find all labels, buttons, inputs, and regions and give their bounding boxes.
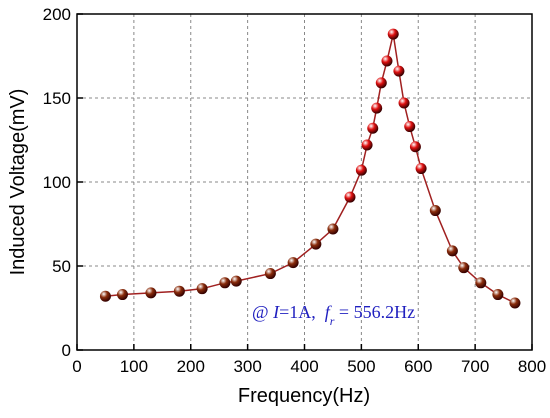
x-axis-label: Frequency(Hz) — [238, 385, 370, 407]
data-point — [196, 283, 208, 295]
y-tick-label: 150 — [43, 89, 71, 108]
data-point — [458, 262, 470, 274]
y-tick-label: 200 — [43, 5, 71, 24]
data-point — [117, 289, 128, 301]
data-point — [230, 275, 242, 287]
x-tick-label: 700 — [461, 357, 489, 376]
data-line — [105, 33, 516, 304]
x-tick-label: 0 — [72, 357, 81, 376]
y-tick-label: 100 — [43, 173, 71, 192]
annotation-part: = 556.2Hz — [334, 302, 415, 322]
data-point — [387, 28, 399, 40]
x-tick-label: 400 — [290, 357, 318, 376]
x-tick-label: 500 — [347, 357, 375, 376]
data-point — [355, 164, 367, 176]
data-point — [367, 122, 379, 134]
x-tick-label: 200 — [177, 357, 205, 376]
x-tick-label: 600 — [404, 357, 432, 376]
x-tick-label: 800 — [518, 357, 546, 376]
annotation: @ I=1A, fr = 556.2Hz — [252, 302, 415, 328]
data-point — [375, 77, 387, 89]
data-point — [99, 290, 111, 302]
data-point — [173, 285, 185, 297]
annotation-part: f — [325, 302, 333, 322]
y-tick-label: 50 — [52, 257, 71, 276]
data-point — [415, 163, 427, 175]
data-point — [446, 245, 458, 257]
data-point — [145, 287, 157, 299]
data-point — [404, 121, 416, 133]
y-axis-label: Induced Voltage(mV) — [7, 89, 29, 276]
annotation-part: I — [272, 302, 280, 322]
data-point — [492, 289, 504, 301]
data-point — [219, 277, 231, 289]
data-point — [475, 277, 487, 289]
data-point — [429, 205, 441, 217]
data-point — [509, 297, 521, 309]
data-point — [327, 223, 339, 235]
data-point — [398, 97, 410, 109]
y-tick-label: 0 — [62, 341, 71, 360]
annotation-part: =1A, — [279, 302, 325, 322]
data-point — [381, 55, 393, 67]
x-tick-label: 300 — [233, 357, 261, 376]
x-tick-label: 100 — [120, 357, 148, 376]
data-point — [361, 139, 373, 151]
data-point — [310, 238, 322, 250]
data-point — [287, 257, 299, 269]
data-point — [393, 65, 405, 77]
data-point — [371, 102, 383, 114]
annotation-part: r — [330, 314, 335, 328]
data-point — [264, 268, 276, 280]
annotation-part: @ — [252, 302, 273, 322]
plot-frame — [76, 13, 533, 351]
data-point — [409, 141, 421, 153]
data-point — [344, 191, 356, 203]
